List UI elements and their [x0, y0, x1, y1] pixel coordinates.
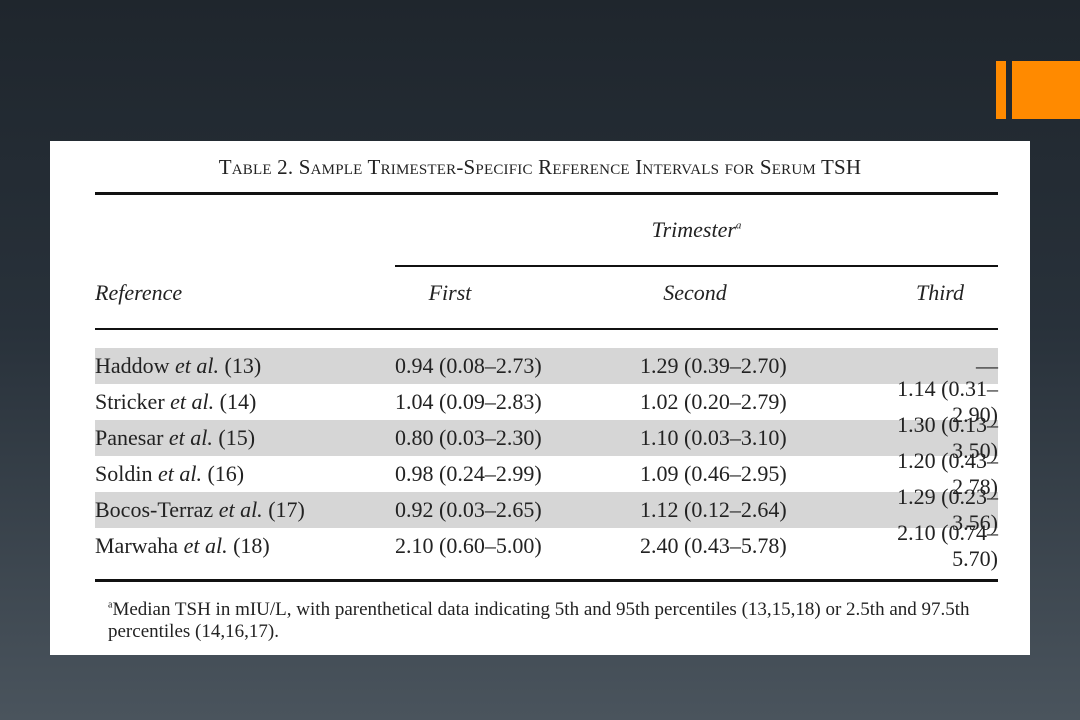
- cell-third-trimester: —: [976, 353, 998, 378]
- reference-author: Haddow: [95, 353, 170, 378]
- table-title: Table 2. Sample Trimester-Specific Refer…: [218, 155, 862, 179]
- footnote-text: Median TSH in mIU/L, with parenthetical …: [108, 599, 970, 642]
- cell-second-trimester: 1.10 (0.03–3.10): [640, 425, 787, 450]
- reference-etal: et al.: [218, 497, 263, 522]
- cell-second-trimester: 1.02 (0.20–2.79): [640, 389, 787, 414]
- reference-author: Stricker: [95, 389, 165, 414]
- trimester-footnote-mark: a: [735, 219, 742, 232]
- column-header-third: Third: [915, 280, 965, 305]
- table-top-rule: [95, 192, 998, 195]
- cell-reference: Soldin et al. (16): [95, 461, 395, 487]
- cell-second-trimester: 1.29 (0.39–2.70): [640, 353, 787, 378]
- trimester-header: Trimestera: [395, 217, 998, 243]
- table-row: Soldin et al. (16) 0.98 (0.24–2.99) 1.09 (…: [95, 448, 998, 499]
- reference-etal: et al.: [183, 533, 228, 558]
- cell-second-trimester: 1.09 (0.46–2.95): [640, 461, 787, 486]
- cell-first-trimester: 2.10 (0.60–5.00): [395, 533, 542, 558]
- table-row: Haddow et al. (13) 0.94 (0.08–2.73) 1.29 (…: [95, 348, 998, 384]
- column-header-first: First: [428, 280, 472, 305]
- cell-reference: Haddow et al. (13): [95, 353, 395, 379]
- accent-block: [1012, 61, 1080, 119]
- reference-author: Panesar: [95, 425, 164, 450]
- table-panel: Table 2. Sample Trimester-Specific Refer…: [50, 141, 1030, 655]
- cell-first-trimester: 0.98 (0.24–2.99): [395, 461, 542, 486]
- reference-etal: et al.: [168, 425, 213, 450]
- reference-author: Marwaha: [95, 533, 179, 558]
- cell-reference: Panesar et al. (15): [95, 425, 395, 451]
- reference-etal: et al.: [157, 461, 202, 486]
- cell-first-trimester: 0.92 (0.03–2.65): [395, 497, 542, 522]
- reference-number: (15): [218, 425, 256, 450]
- reference-number: (16): [207, 461, 245, 486]
- table-row: Panesar et al. (15) 0.80 (0.03–2.30) 1.10 …: [95, 412, 998, 463]
- header-rule: [95, 328, 998, 330]
- cell-first-trimester: 0.94 (0.08–2.73): [395, 353, 542, 378]
- reference-number: (18): [233, 533, 270, 558]
- reference-number: (14): [219, 389, 257, 414]
- cell-second-trimester: 2.40 (0.43–5.78): [640, 533, 787, 558]
- column-header-second: Second: [663, 280, 727, 305]
- cell-third-trimester: 1.20 (0.43–2.78): [897, 448, 998, 499]
- trimester-rule: [395, 265, 998, 267]
- reference-etal: et al.: [175, 353, 220, 378]
- table-row: Stricker et al. (14) 1.04 (0.09–2.83) 1.02…: [95, 376, 998, 427]
- reference-author: Soldin: [95, 461, 153, 486]
- cell-first-trimester: 0.80 (0.03–2.30): [395, 425, 542, 450]
- table-bottom-rule: [95, 579, 998, 582]
- cell-third-trimester: 2.10 (0.74–5.70): [897, 520, 998, 571]
- footnote-mark: a: [108, 599, 113, 611]
- cell-first-trimester: 1.04 (0.09–2.83): [395, 389, 542, 414]
- cell-second-trimester: 1.12 (0.12–2.64): [640, 497, 787, 522]
- cell-reference: Bocos-Terraz et al. (17): [95, 497, 395, 523]
- table-body: Haddow et al. (13) 0.94 (0.08–2.73) 1.29 (…: [95, 348, 998, 571]
- reference-author: Bocos-Terraz: [95, 497, 214, 522]
- reference-etal: et al.: [170, 389, 215, 414]
- column-header-reference: Reference: [95, 280, 183, 305]
- cell-reference: Marwaha et al. (18): [95, 533, 395, 559]
- cell-third-trimester: 1.14 (0.31–2.90): [897, 376, 998, 427]
- cell-reference: Stricker et al. (14): [95, 389, 395, 415]
- cell-third-trimester: 1.30 (0.13–3.50): [897, 412, 998, 463]
- reference-number: (17): [268, 497, 305, 522]
- table-row: Bocos-Terraz et al. (17) 0.92 (0.03–2.65)…: [95, 484, 998, 535]
- table-row: Marwaha et al. (18) 2.10 (0.60–5.00) 2.40 …: [95, 520, 998, 571]
- table-footnote: aMedian TSH in mIU/L, with parenthetical…: [108, 599, 1008, 643]
- accent-bar-thin: [996, 61, 1006, 119]
- trimester-label: Trimester: [651, 217, 736, 242]
- cell-third-trimester: 1.29 (0.23–3.56): [897, 484, 998, 535]
- reference-number: (13): [224, 353, 262, 378]
